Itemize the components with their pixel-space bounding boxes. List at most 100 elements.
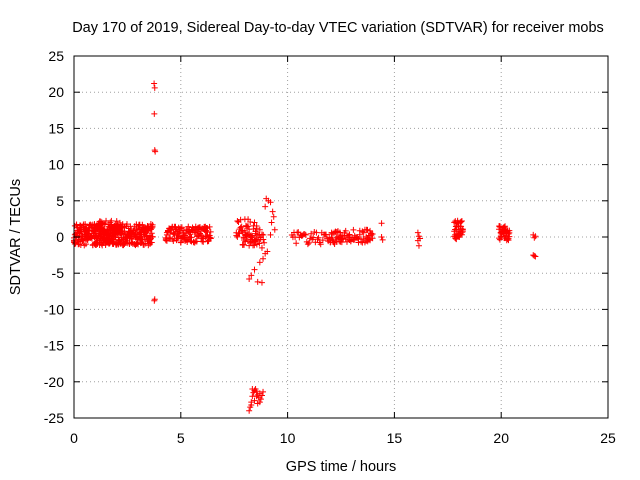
data-point xyxy=(360,229,367,236)
data-point xyxy=(260,388,267,395)
y-tick-label: 10 xyxy=(48,157,64,173)
data-point xyxy=(241,241,248,248)
data-point xyxy=(151,84,158,91)
y-tick-label: -20 xyxy=(44,374,64,390)
data-point xyxy=(310,234,317,241)
data-point xyxy=(96,227,103,234)
data-point xyxy=(457,230,464,237)
data-point xyxy=(258,244,265,251)
y-tick-label: 0 xyxy=(56,229,64,245)
y-tick-label: -25 xyxy=(44,410,64,426)
data-point xyxy=(342,227,349,234)
data-point xyxy=(113,218,120,225)
data-point xyxy=(148,230,155,237)
data-point xyxy=(253,241,260,248)
data-point xyxy=(294,229,301,236)
data-point xyxy=(176,228,183,235)
data-point xyxy=(258,279,265,286)
data-point xyxy=(253,388,260,395)
grid-lines xyxy=(74,56,608,418)
data-point xyxy=(97,233,104,240)
y-tick-label: -5 xyxy=(52,265,65,281)
x-tick-label: 10 xyxy=(280,430,296,446)
data-point xyxy=(82,241,89,248)
data-point xyxy=(251,266,258,273)
data-point xyxy=(458,218,465,225)
data-points xyxy=(71,80,539,414)
data-point xyxy=(267,199,274,206)
data-point xyxy=(367,230,374,237)
data-point xyxy=(151,110,158,117)
data-point xyxy=(151,80,158,87)
x-axis-label: GPS time / hours xyxy=(286,459,396,475)
chart-title: Day 170 of 2019, Sidereal Day-to-day VTE… xyxy=(72,20,604,36)
data-point xyxy=(317,241,324,248)
data-point xyxy=(260,231,267,238)
data-point xyxy=(112,231,119,238)
data-point xyxy=(453,236,460,243)
data-point xyxy=(252,238,259,245)
data-point xyxy=(308,230,315,237)
data-point xyxy=(502,223,509,230)
data-point xyxy=(123,221,130,228)
data-point xyxy=(184,236,191,243)
data-point xyxy=(151,296,158,303)
data-point xyxy=(379,236,386,243)
y-tick-label: -15 xyxy=(44,338,64,354)
data-point xyxy=(501,224,508,231)
data-point xyxy=(261,239,268,246)
data-point xyxy=(271,226,278,233)
data-point xyxy=(251,242,258,249)
data-point xyxy=(532,253,539,260)
data-point xyxy=(378,220,385,227)
data-point xyxy=(135,241,142,248)
data-point xyxy=(415,242,422,249)
data-point xyxy=(249,239,256,246)
data-point xyxy=(335,228,342,235)
data-point xyxy=(234,233,241,240)
data-point xyxy=(188,234,195,241)
data-point xyxy=(268,219,275,226)
data-point xyxy=(329,237,336,244)
data-point xyxy=(257,396,264,403)
data-point xyxy=(506,233,513,240)
data-point xyxy=(367,227,374,234)
y-tick-label: 5 xyxy=(56,193,64,209)
data-point xyxy=(366,236,373,243)
x-tick-label: 15 xyxy=(387,430,403,446)
data-point xyxy=(251,219,258,226)
data-point xyxy=(187,231,194,238)
data-point xyxy=(139,238,146,245)
data-point xyxy=(149,223,156,230)
data-point xyxy=(149,234,156,241)
data-point xyxy=(187,237,194,244)
data-point xyxy=(455,220,462,227)
data-point xyxy=(340,235,347,242)
data-point xyxy=(243,234,250,241)
data-point xyxy=(237,216,244,223)
y-tick-label: 15 xyxy=(48,120,64,136)
data-point xyxy=(207,235,214,242)
data-point xyxy=(71,239,78,246)
x-tick-label: 0 xyxy=(70,430,78,446)
data-point xyxy=(114,240,121,247)
data-point xyxy=(256,226,263,233)
data-point xyxy=(414,229,421,236)
data-point xyxy=(234,217,241,224)
x-tick-label: 20 xyxy=(493,430,509,446)
data-point xyxy=(531,252,538,259)
data-point xyxy=(175,233,182,240)
data-point xyxy=(117,228,124,235)
x-tick-label: 5 xyxy=(177,430,185,446)
data-point xyxy=(452,218,459,225)
data-point xyxy=(305,239,312,246)
data-point xyxy=(346,231,353,238)
data-point xyxy=(248,272,255,279)
data-point xyxy=(262,203,269,210)
y-tick-label: -10 xyxy=(44,301,64,317)
data-point xyxy=(256,259,263,266)
data-point xyxy=(162,237,169,244)
data-point xyxy=(253,225,260,232)
data-point xyxy=(258,392,265,399)
data-point xyxy=(246,275,253,282)
